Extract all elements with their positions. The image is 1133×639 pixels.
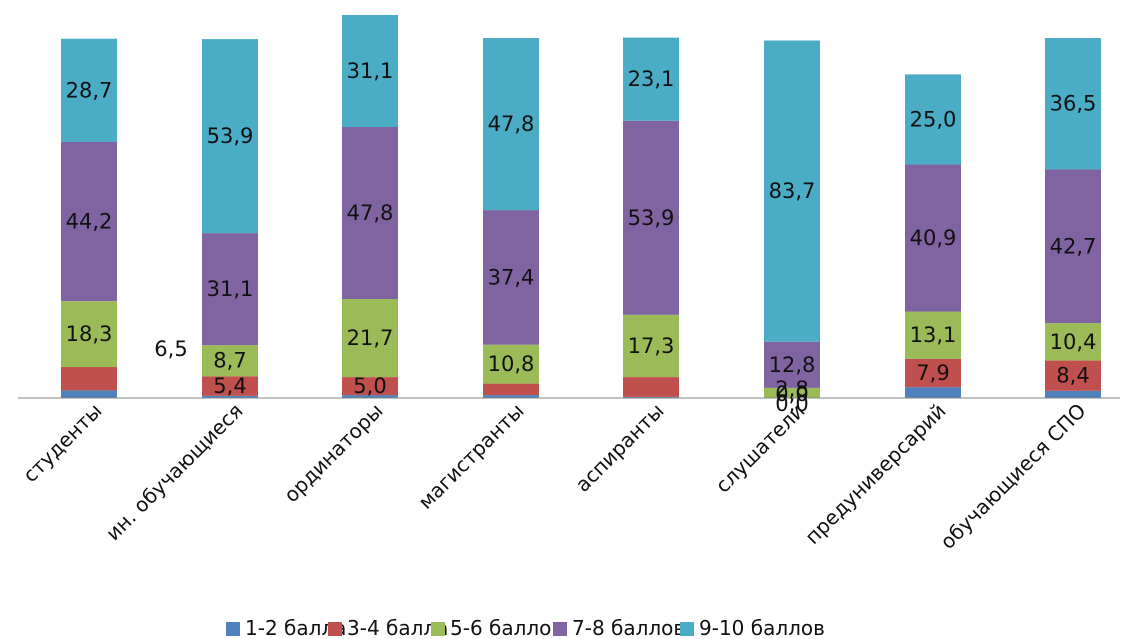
bar-segment <box>61 142 117 302</box>
bar-segment <box>202 233 258 346</box>
data-label: 21,7 <box>347 326 394 350</box>
data-label: 44,2 <box>66 210 113 234</box>
legend-swatch <box>553 622 567 636</box>
bar-segment <box>1045 38 1101 170</box>
data-label: 8,7 <box>213 349 246 373</box>
data-label: 10,4 <box>1050 330 1097 354</box>
bar-segment <box>623 396 679 398</box>
bar-segment <box>905 164 961 312</box>
data-label: 2,8 <box>775 377 808 401</box>
bar-segment <box>1045 169 1101 324</box>
bar-segment <box>483 38 539 211</box>
legend: 1-2 балла 3-4 балла 5-6 баллов 7-8 баллов 9-… <box>226 616 825 639</box>
legend-swatch <box>680 622 694 636</box>
bar-segment <box>905 358 961 388</box>
bar-segment <box>764 387 820 398</box>
category-label: аспиранты <box>570 399 668 497</box>
bar-segment <box>905 311 961 359</box>
legend-label: 7-8 баллов <box>572 616 685 639</box>
data-label: 42,7 <box>1050 234 1097 258</box>
bar-segment <box>483 395 539 398</box>
bar-segment <box>61 38 117 143</box>
data-label: 40,9 <box>910 226 957 250</box>
bar-segment <box>1045 360 1101 391</box>
bar-segment <box>623 377 679 397</box>
bar-segment <box>342 395 398 398</box>
data-label: 0,0 <box>775 392 808 416</box>
bars-layer <box>61 15 1101 398</box>
data-label: 5,0 <box>353 374 386 398</box>
data-label: 47,8 <box>488 112 535 136</box>
bar-segment <box>764 40 820 342</box>
bar-segment <box>483 344 539 384</box>
data-label: 31,1 <box>347 59 394 83</box>
data-label: 36,5 <box>1050 92 1097 116</box>
bar-segment <box>1045 390 1101 398</box>
data-label: 47,8 <box>347 201 394 225</box>
data-label: 18,3 <box>66 322 113 346</box>
legend-label: 5-6 баллов <box>450 616 563 639</box>
data-label: 25,0 <box>910 107 957 131</box>
legend-swatch <box>328 622 342 636</box>
data-labels-layer: 18,3 44,2 28,7 5,48,7 31,1 53,9 5,0 21,7 47,8 31,… <box>66 59 1097 416</box>
bar-segment <box>61 301 117 368</box>
data-label: 8,4 <box>1056 364 1089 388</box>
bar-segment <box>342 126 398 300</box>
data-label: 31,1 <box>207 277 254 301</box>
legend-label: 3-4 балла <box>347 616 448 639</box>
data-label: 37,4 <box>488 265 535 289</box>
bar-segment <box>623 314 679 378</box>
category-label: магистранты <box>413 399 528 514</box>
data-label: 10,8 <box>488 352 535 376</box>
bar-segment <box>342 299 398 378</box>
category-label: предуниверсарий <box>800 399 950 549</box>
bar-segment <box>202 376 258 396</box>
data-label: 17,3 <box>628 334 675 358</box>
bar-segment <box>483 383 539 396</box>
data-label: 12,8 <box>769 353 816 377</box>
bar-segment <box>202 345 258 377</box>
category-label: ординаторы <box>279 399 388 508</box>
bar-segment <box>202 395 258 398</box>
data-label: 53,9 <box>628 206 675 230</box>
bar-segment <box>342 15 398 127</box>
category-label: обучающиеся СПО <box>935 399 1090 554</box>
bar-segment <box>61 367 117 391</box>
data-label: 5,4 <box>213 374 246 398</box>
legend-swatch <box>226 622 240 636</box>
category-label: студенты <box>18 399 106 487</box>
bar-segment <box>623 120 679 315</box>
bar-segment <box>764 341 820 388</box>
legend-label: 1-2 балла <box>245 616 346 639</box>
bar-segment <box>61 390 117 398</box>
bar-segment <box>1045 323 1101 361</box>
data-label: 83,7 <box>769 179 816 203</box>
bar-segment <box>483 210 539 345</box>
data-label: 0,0 <box>775 382 808 406</box>
bar-segment <box>342 377 398 396</box>
data-label: 53,9 <box>207 124 254 148</box>
data-label: 7,9 <box>916 361 949 385</box>
legend-label: 9-10 баллов <box>699 616 825 639</box>
category-label: ин. обучающиеся <box>101 399 248 546</box>
annotation-label: 6,5 <box>154 337 187 361</box>
bar-segment <box>905 387 961 398</box>
data-label: 28,7 <box>66 78 113 102</box>
data-label: 13,1 <box>910 323 957 347</box>
bar-segment <box>905 74 961 165</box>
category-label: слушатели <box>711 399 810 498</box>
bar-segment <box>623 37 679 121</box>
data-label: 23,1 <box>628 67 675 91</box>
legend-swatch <box>431 622 445 636</box>
bar-segment <box>202 39 258 234</box>
